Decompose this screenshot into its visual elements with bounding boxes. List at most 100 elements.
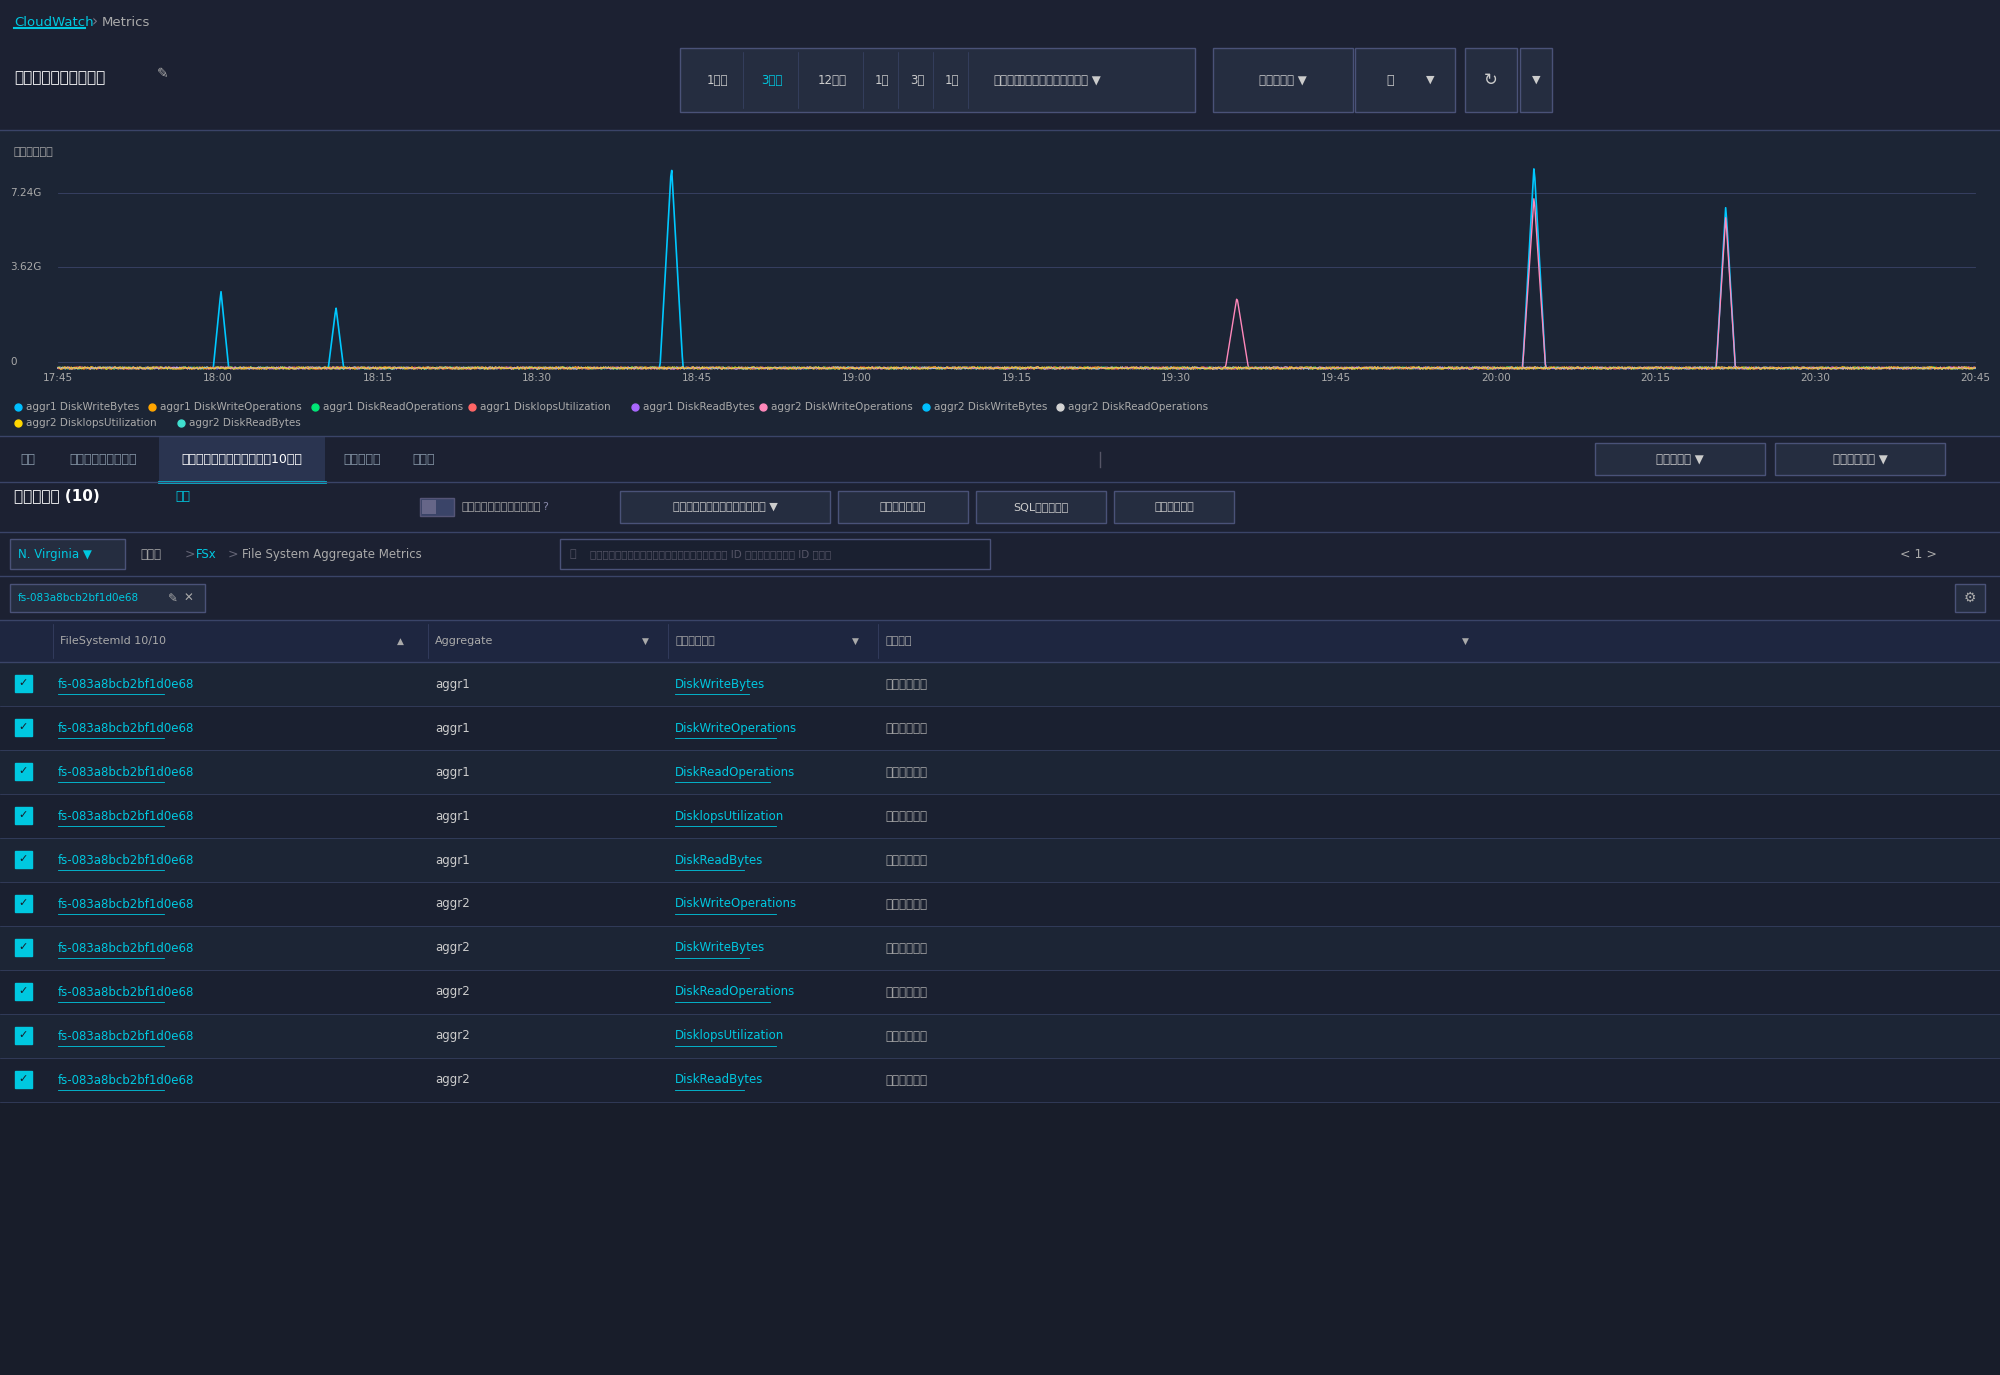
Text: アラームの作成: アラームの作成 bbox=[880, 502, 926, 512]
Text: 20:30: 20:30 bbox=[1800, 373, 1830, 384]
Text: ✓: ✓ bbox=[18, 986, 28, 996]
Text: 数式を追加 ▼: 数式を追加 ▼ bbox=[1656, 452, 1704, 466]
Text: メトリクス (10): メトリクス (10) bbox=[14, 488, 100, 503]
Text: 各種ユニット: 各種ユニット bbox=[14, 147, 54, 157]
Bar bbox=[0, 620, 2000, 661]
Text: aggr1 DiskWriteBytes: aggr1 DiskWriteBytes bbox=[26, 402, 140, 412]
Text: ▼: ▼ bbox=[852, 637, 858, 645]
Text: DiskWriteBytes: DiskWriteBytes bbox=[676, 678, 766, 690]
Text: DiskReadOperations: DiskReadOperations bbox=[676, 766, 796, 778]
Text: ▼: ▼ bbox=[1532, 76, 1540, 85]
Text: Metrics: Metrics bbox=[102, 15, 150, 29]
Bar bbox=[976, 491, 1106, 522]
Text: fs-083a8bcb2bf1d0e68: fs-083a8bcb2bf1d0e68 bbox=[58, 898, 194, 910]
Bar bbox=[0, 1013, 2000, 1057]
Bar bbox=[680, 48, 1196, 111]
Text: DiskReadBytes: DiskReadBytes bbox=[676, 854, 764, 866]
Text: オプション: オプション bbox=[344, 452, 380, 466]
Text: DiskWriteOperations: DiskWriteOperations bbox=[676, 898, 798, 910]
Bar bbox=[422, 500, 436, 514]
Bar bbox=[620, 491, 830, 522]
Text: ✓: ✓ bbox=[18, 678, 28, 688]
Text: aggr2: aggr2 bbox=[436, 1030, 470, 1042]
Text: DisklopsUtilization: DisklopsUtilization bbox=[676, 810, 784, 822]
Text: ✎: ✎ bbox=[156, 67, 168, 81]
Bar bbox=[160, 437, 324, 481]
Text: ✓: ✓ bbox=[18, 898, 28, 908]
Text: fs-083a8bcb2bf1d0e68: fs-083a8bcb2bf1d0e68 bbox=[58, 1074, 194, 1086]
Text: fs-083a8bcb2bf1d0e68: fs-083a8bcb2bf1d0e68 bbox=[58, 986, 194, 998]
Text: 17:45: 17:45 bbox=[42, 373, 74, 384]
Text: < 1 >: < 1 > bbox=[1900, 547, 1936, 561]
Text: ✎: ✎ bbox=[168, 591, 178, 605]
Text: aggr1: aggr1 bbox=[436, 854, 470, 866]
Bar bbox=[16, 1071, 32, 1088]
Bar bbox=[1596, 443, 1766, 474]
Text: File System Aggregate Metrics: File System Aggregate Metrics bbox=[242, 547, 422, 561]
Text: 参照: 参照 bbox=[20, 452, 36, 466]
Text: fs-083a8bcb2bf1d0e68: fs-083a8bcb2bf1d0e68 bbox=[58, 1030, 194, 1042]
Bar bbox=[1356, 48, 1456, 111]
Text: aggr2 DisklopsUtilization: aggr2 DisklopsUtilization bbox=[26, 418, 156, 428]
Text: ✓: ✓ bbox=[18, 766, 28, 776]
Text: DiskReadOperations: DiskReadOperations bbox=[676, 986, 796, 998]
Text: アクション ▼: アクション ▼ bbox=[1260, 73, 1306, 87]
Bar bbox=[560, 539, 990, 569]
Text: aggr2 DiskWriteOperations: aggr2 DiskWriteOperations bbox=[772, 402, 914, 412]
Text: aggr1: aggr1 bbox=[436, 678, 470, 690]
Text: ▼: ▼ bbox=[642, 637, 648, 645]
Bar bbox=[420, 498, 454, 516]
Bar bbox=[16, 983, 32, 1000]
Bar bbox=[1114, 491, 1234, 522]
Bar bbox=[0, 532, 2000, 576]
Text: aggr2: aggr2 bbox=[436, 1074, 470, 1086]
Text: アラームコードのダウンロード ▼: アラームコードのダウンロード ▼ bbox=[672, 502, 778, 512]
Text: ▼: ▼ bbox=[1462, 637, 1468, 645]
Bar bbox=[16, 763, 32, 780]
Text: アラームなし: アラームなし bbox=[884, 766, 928, 778]
Text: aggr1 DiskReadBytes: aggr1 DiskReadBytes bbox=[644, 402, 754, 412]
Bar bbox=[0, 0, 2000, 131]
Text: aggr2: aggr2 bbox=[436, 898, 470, 910]
Bar bbox=[16, 719, 32, 736]
Text: 3.62G: 3.62G bbox=[10, 261, 42, 271]
Text: 18:00: 18:00 bbox=[202, 373, 232, 384]
Bar bbox=[1464, 48, 1518, 111]
Text: マルチソースクエリ: マルチソースクエリ bbox=[70, 452, 136, 466]
Bar bbox=[1956, 584, 1984, 612]
Text: ✓: ✓ bbox=[18, 942, 28, 952]
Bar bbox=[1520, 48, 1552, 111]
Text: ✓: ✓ bbox=[18, 1074, 28, 1084]
Text: ✓: ✓ bbox=[18, 1030, 28, 1040]
Text: aggr1 DisklopsUtilization: aggr1 DisklopsUtilization bbox=[480, 402, 610, 412]
Bar bbox=[0, 1057, 2000, 1101]
Text: 3時間: 3時間 bbox=[762, 73, 782, 87]
Text: 1時間: 1時間 bbox=[706, 73, 728, 87]
Text: 線: 線 bbox=[1386, 73, 1394, 87]
Bar bbox=[0, 131, 2000, 397]
Text: ›: › bbox=[92, 15, 98, 29]
Text: 情報: 情報 bbox=[176, 490, 190, 502]
Text: グラフの検索: グラフの検索 bbox=[1154, 502, 1194, 512]
Text: 🔍: 🔍 bbox=[570, 549, 576, 560]
Bar bbox=[0, 749, 2000, 793]
Bar bbox=[1776, 443, 1944, 474]
Bar bbox=[0, 661, 2000, 705]
Text: ↻: ↻ bbox=[1484, 72, 1498, 89]
Bar bbox=[1212, 48, 1352, 111]
Text: aggr2 DiskWriteBytes: aggr2 DiskWriteBytes bbox=[934, 402, 1048, 412]
Text: fs-083a8bcb2bf1d0e68: fs-083a8bcb2bf1d0e68 bbox=[58, 722, 194, 734]
Text: >: > bbox=[184, 547, 196, 561]
Text: DiskReadBytes: DiskReadBytes bbox=[676, 1074, 764, 1086]
Text: aggr1 DiskWriteOperations: aggr1 DiskWriteOperations bbox=[160, 402, 302, 412]
Text: アラームなし: アラームなし bbox=[884, 854, 928, 866]
Text: 18:15: 18:15 bbox=[362, 373, 392, 384]
Text: fs-083a8bcb2bf1d0e68: fs-083a8bcb2bf1d0e68 bbox=[58, 942, 194, 954]
Text: ▼: ▼ bbox=[1426, 76, 1434, 85]
Text: N. Virginia ▼: N. Virginia ▼ bbox=[18, 547, 92, 561]
Text: aggr1: aggr1 bbox=[436, 766, 470, 778]
Text: DisklopsUtilization: DisklopsUtilization bbox=[676, 1030, 784, 1042]
Text: ✕: ✕ bbox=[184, 591, 194, 605]
Text: aggr1 DiskReadOperations: aggr1 DiskReadOperations bbox=[324, 402, 464, 412]
Text: 18:30: 18:30 bbox=[522, 373, 552, 384]
